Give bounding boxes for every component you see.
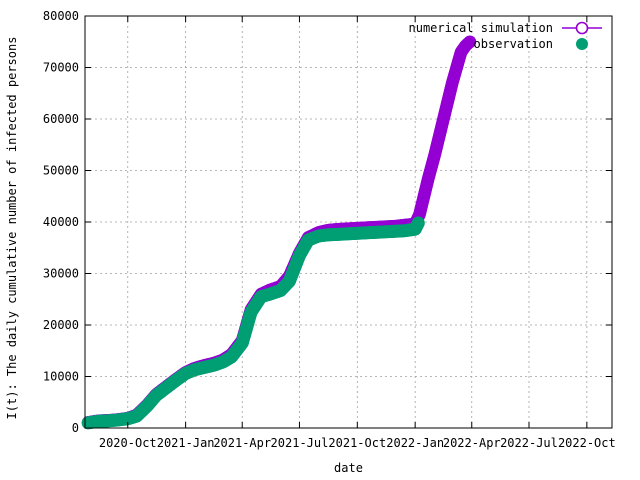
x-tick-label: 2021-Jul — [271, 436, 329, 450]
legend-marker — [576, 38, 588, 50]
legend-label-numerical-simulation: numerical simulation — [409, 21, 554, 35]
plot-area — [81, 35, 477, 430]
legend: numerical simulation observation — [409, 21, 602, 51]
x-axis-label: date — [334, 461, 363, 475]
y-tick-label: 0 — [72, 421, 79, 435]
x-tick-label: 2022-Oct — [558, 436, 616, 450]
axis-ticks: 0 10000 20000 30000 40000 50000 60000 70000 8000… — [43, 9, 616, 450]
legend-marker — [575, 21, 589, 35]
y-tick-label: 50000 — [43, 164, 79, 178]
plot-frame — [84, 15, 613, 429]
data-point — [411, 216, 425, 230]
y-tick-label: 10000 — [43, 370, 79, 384]
x-tick-label: 2021-Jan — [157, 436, 215, 450]
grid-lines — [85, 16, 612, 428]
legend-label-observation: observation — [474, 37, 553, 51]
x-tick-label: 2021-Oct — [328, 436, 386, 450]
y-tick-label: 60000 — [43, 112, 79, 126]
y-tick-label: 20000 — [43, 318, 79, 332]
y-tick-label: 70000 — [43, 61, 79, 75]
series-observation — [81, 216, 425, 430]
y-tick-label: 80000 — [43, 9, 79, 23]
x-tick-label: 2022-Jul — [500, 436, 558, 450]
x-tick-label: 2022-Apr — [443, 436, 501, 450]
data-point — [463, 35, 477, 49]
x-tick-label: 2020-Oct — [99, 436, 157, 450]
x-tick-label: 2021-Apr — [213, 436, 271, 450]
y-tick-label: 40000 — [43, 215, 79, 229]
y-tick-label: 30000 — [43, 267, 79, 281]
y-axis-label: I(t): The daily cumulative number of inf… — [5, 37, 19, 420]
x-tick-label: 2022-Jan — [386, 436, 444, 450]
